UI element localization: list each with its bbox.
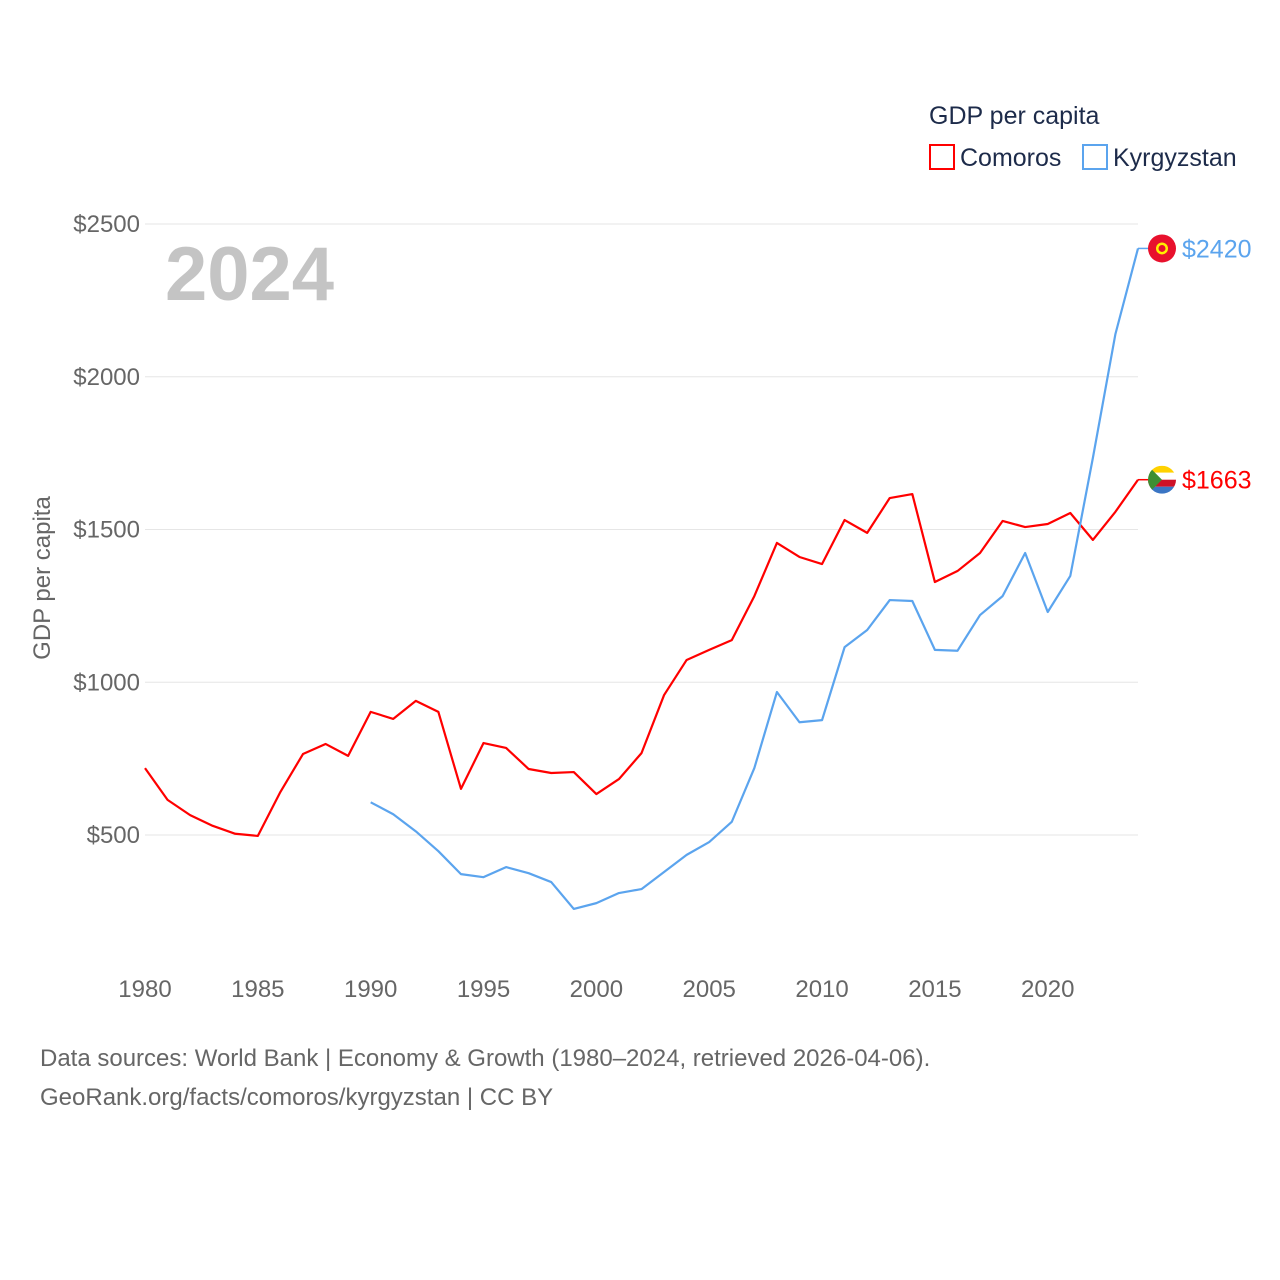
- series-line-comoros: [144, 479, 1139, 838]
- legend-title: GDP per capita: [929, 102, 1100, 130]
- legend-swatch-kyrgyzstan: [1082, 144, 1108, 170]
- x-tick-label: 2005: [683, 976, 736, 1003]
- y-tick-label: $500: [87, 822, 140, 849]
- legend-swatch-comoros: [929, 144, 955, 170]
- x-tick-label: 2010: [795, 976, 848, 1003]
- series-line-kyrgyzstan: [370, 248, 1140, 911]
- y-tick-label: $2500: [73, 211, 140, 238]
- y-tick-label: $1000: [73, 669, 140, 696]
- x-tick-label: 2020: [1021, 976, 1074, 1003]
- x-tick-label: 1985: [231, 976, 284, 1003]
- y-tick-label: $1500: [73, 517, 140, 544]
- end-value-label: $1663: [1182, 467, 1252, 495]
- legend-item-comoros[interactable]: Comoros: [929, 144, 1061, 172]
- footer-attribution: GeoRank.org/facts/comoros/kyrgyzstan | C…: [40, 1084, 554, 1111]
- x-tick-label: 1980: [118, 976, 171, 1003]
- x-tick-label: 1990: [344, 976, 397, 1003]
- y-axis-label: GDP per capita: [29, 496, 56, 660]
- flag-icon-comoros: [1148, 465, 1176, 494]
- legend-item-kyrgyzstan[interactable]: Kyrgyzstan: [1082, 144, 1237, 172]
- end-value-label: $2420: [1182, 235, 1252, 263]
- flag-icon-kyrgyzstan: [1148, 234, 1176, 263]
- year-watermark: 2024: [165, 232, 334, 317]
- footer-sources: Data sources: World Bank | Economy & Gro…: [40, 1045, 931, 1072]
- x-tick-label: 2000: [570, 976, 623, 1003]
- legend-label-kyrgyzstan: Kyrgyzstan: [1113, 144, 1237, 172]
- x-tick-label: 2015: [908, 976, 961, 1003]
- y-tick-label: $2000: [73, 364, 140, 391]
- x-tick-label: 1995: [457, 976, 510, 1003]
- legend-label-comoros: Comoros: [960, 144, 1061, 172]
